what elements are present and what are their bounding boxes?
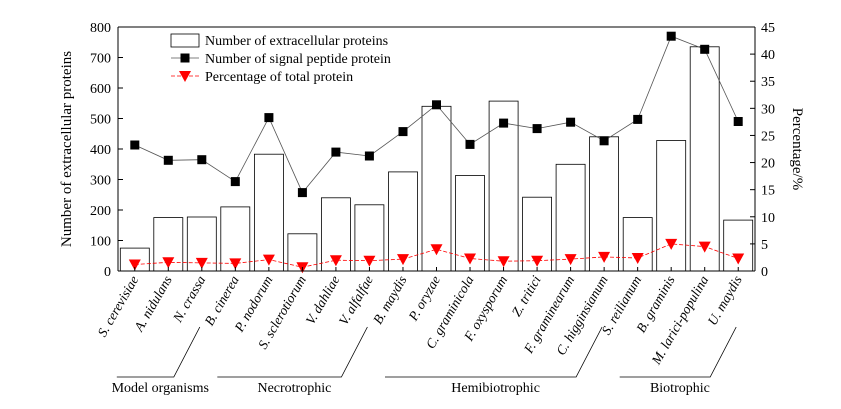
point-signal-peptide (666, 31, 676, 41)
y-tick-label: 700 (90, 52, 111, 67)
point-signal-peptide (364, 151, 374, 161)
y-tick-label: 800 (90, 21, 111, 36)
point-percentage (497, 256, 510, 268)
point-percentage (564, 254, 577, 266)
point-signal-peptide (432, 100, 441, 110)
y-tick-label: 500 (90, 113, 111, 128)
y-axis-title: Number of extracellular proteins (59, 51, 75, 247)
y2-tick-label: 35 (761, 75, 775, 90)
legend-swatch-triangle (179, 71, 191, 82)
group-label: Biotrophic (650, 381, 710, 396)
point-signal-peptide (599, 136, 609, 146)
point-percentage (162, 257, 175, 269)
group-bracket (217, 326, 368, 378)
y2-tick-label: 30 (761, 102, 775, 117)
y2-axis-title: Percentage/% (789, 108, 805, 190)
bars-layer (119, 46, 754, 272)
point-signal-peptide (197, 155, 207, 165)
point-percentage (195, 257, 208, 269)
point-signal-peptide (230, 177, 240, 187)
x-tick-label: B. maydis (370, 273, 410, 327)
y2-tick-label: 45 (761, 21, 775, 36)
y-tick-label: 100 (90, 235, 111, 250)
y-tick-label: 200 (90, 204, 111, 219)
y2-tick-label: 20 (761, 157, 775, 172)
bar (656, 140, 687, 272)
x-tick-label: P. oryzae (405, 273, 443, 324)
legend: Number of extracellular proteins Number o… (170, 33, 391, 85)
group-bracket (116, 326, 201, 378)
point-percentage (128, 259, 141, 271)
bar (689, 46, 720, 272)
y2-tick-label: 25 (761, 129, 775, 144)
point-signal-peptide (465, 139, 475, 149)
group-bracket (385, 326, 603, 378)
legend-label: Number of signal peptide protein (205, 52, 391, 67)
point-signal-peptide (331, 147, 341, 157)
bar (589, 136, 619, 272)
legend-label: Percentage of total protein (205, 70, 353, 85)
x-tick-label: Z. tritici (509, 273, 544, 319)
point-signal-peptide (700, 44, 710, 54)
legend-label: Number of extracellular proteins (205, 34, 388, 49)
y-tick-label: 600 (90, 82, 111, 97)
point-signal-peptide (264, 113, 274, 123)
bar (555, 163, 586, 272)
point-signal-peptide (130, 140, 140, 150)
legend-swatch-square (180, 53, 190, 63)
y2-tick-label: 10 (761, 211, 775, 226)
axes-layer: 0 100 200 300 400 500 600 700 800 0 5 10 15 20 25 30 35 4… (59, 21, 805, 280)
point-percentage (262, 254, 275, 266)
bar (421, 105, 452, 272)
point-signal-peptide (566, 117, 576, 127)
y2-tick-label: 15 (761, 184, 775, 199)
point-signal-peptide (733, 117, 743, 126)
lines-layer (128, 31, 745, 274)
point-signal-peptide (532, 124, 542, 134)
point-percentage (430, 244, 443, 256)
point-percentage (531, 255, 544, 267)
y-tick-label: 0 (104, 265, 111, 280)
point-percentage (598, 251, 611, 263)
point-signal-peptide (163, 155, 173, 165)
y2-tick-label: 40 (761, 48, 775, 63)
y2-tick-label: 5 (761, 238, 768, 253)
y-tick-label: 400 (90, 143, 111, 158)
point-percentage (464, 253, 476, 265)
y2-tick-label: 0 (761, 265, 768, 280)
point-percentage (229, 258, 242, 270)
y-tick-label: 300 (90, 174, 111, 189)
point-percentage (665, 238, 678, 250)
group-label: Model organisms (112, 381, 209, 396)
point-percentage (397, 254, 409, 266)
groups-layer: Model organisms Necrotrophic Hemibiotrophi… (112, 326, 737, 396)
bar (253, 153, 284, 272)
group-label: Necrotrophic (257, 381, 331, 396)
legend-swatch-bars (170, 33, 200, 48)
point-percentage (631, 253, 644, 264)
point-percentage (329, 255, 342, 267)
group-label: Hemibiotrophic (451, 381, 540, 396)
point-signal-peptide (633, 114, 643, 124)
point-signal-peptide (297, 188, 307, 198)
point-percentage (698, 241, 711, 253)
group-bracket (619, 326, 737, 378)
point-percentage (732, 253, 745, 265)
point-signal-peptide (499, 118, 509, 128)
point-percentage (363, 255, 376, 267)
point-signal-peptide (398, 127, 408, 137)
